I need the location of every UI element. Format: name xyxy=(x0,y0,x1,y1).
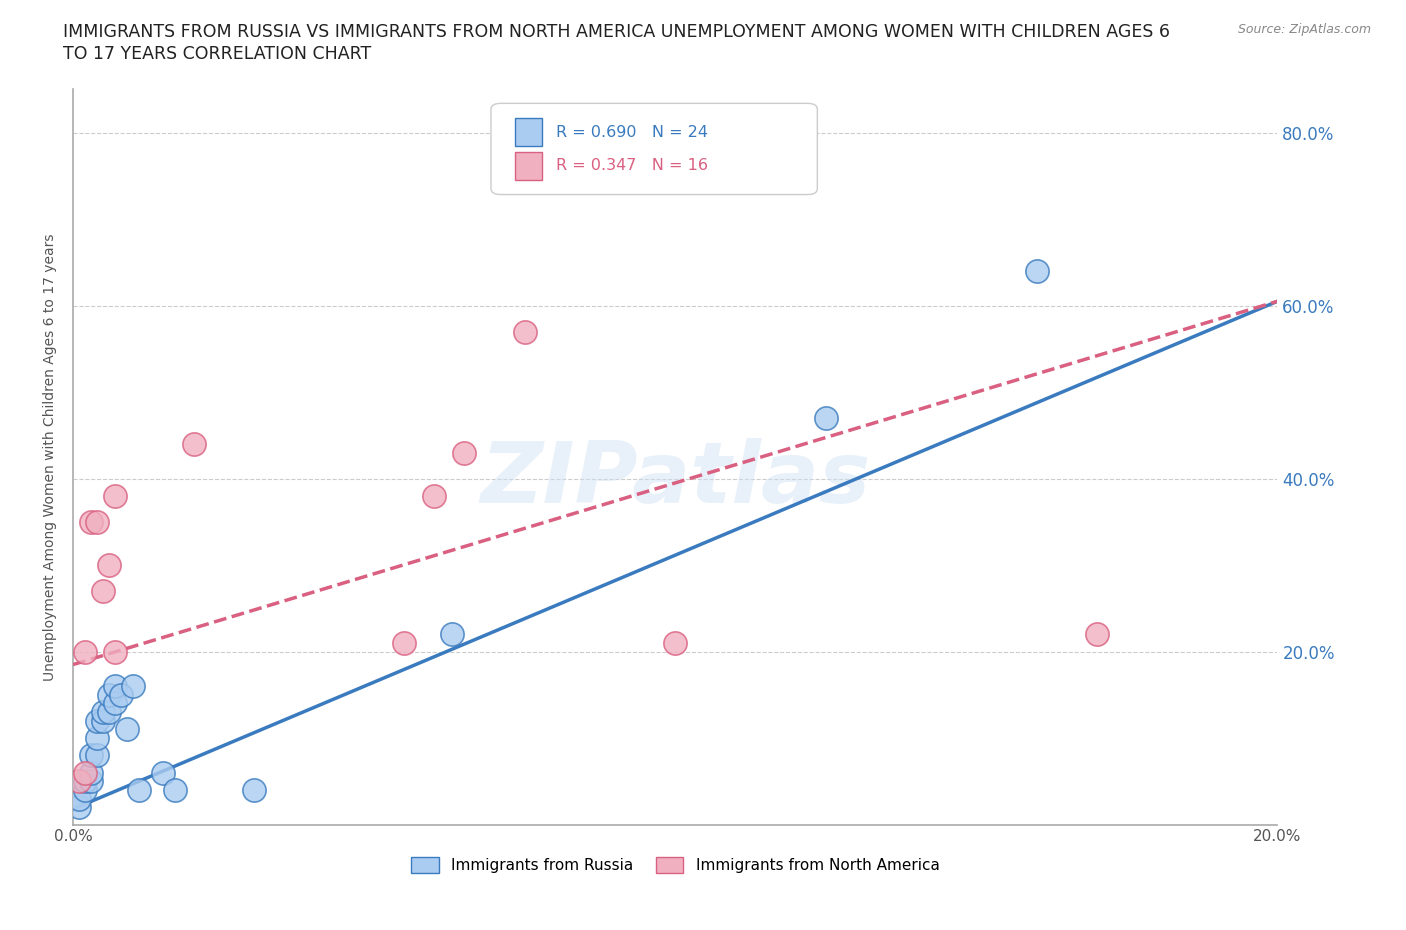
Point xyxy=(75,782,97,797)
Text: Source: ZipAtlas.com: Source: ZipAtlas.com xyxy=(1237,23,1371,36)
Point xyxy=(80,765,103,780)
Point xyxy=(183,436,205,451)
Point xyxy=(104,679,127,694)
Point xyxy=(104,644,127,659)
Point xyxy=(80,774,103,789)
Point xyxy=(453,445,475,460)
Point xyxy=(117,722,139,737)
Point xyxy=(394,635,416,650)
Point xyxy=(91,713,114,728)
Point xyxy=(110,687,132,702)
Bar xyxy=(515,118,541,146)
Point xyxy=(67,774,90,789)
Point xyxy=(98,705,121,720)
Bar xyxy=(515,152,541,179)
Point xyxy=(152,765,174,780)
Point xyxy=(67,791,90,806)
Legend: Immigrants from Russia, Immigrants from North America: Immigrants from Russia, Immigrants from … xyxy=(405,851,946,880)
Point xyxy=(86,731,108,746)
Point xyxy=(423,488,446,503)
Point xyxy=(75,774,97,789)
Point xyxy=(104,488,127,503)
Y-axis label: Unemployment Among Women with Children Ages 6 to 17 years: Unemployment Among Women with Children A… xyxy=(44,233,58,681)
Point xyxy=(242,782,264,797)
Point xyxy=(86,748,108,763)
Text: IMMIGRANTS FROM RUSSIA VS IMMIGRANTS FROM NORTH AMERICA UNEMPLOYMENT AMONG WOMEN: IMMIGRANTS FROM RUSSIA VS IMMIGRANTS FRO… xyxy=(63,23,1170,41)
Point xyxy=(128,782,150,797)
Point xyxy=(86,713,108,728)
Point xyxy=(165,782,187,797)
FancyBboxPatch shape xyxy=(491,103,817,194)
Point xyxy=(104,696,127,711)
Point xyxy=(98,558,121,573)
Point xyxy=(91,705,114,720)
Point xyxy=(75,644,97,659)
Point xyxy=(814,411,837,426)
Point xyxy=(1025,263,1047,278)
Point xyxy=(664,635,686,650)
Point xyxy=(98,687,121,702)
Text: R = 0.690   N = 24: R = 0.690 N = 24 xyxy=(555,125,709,140)
Point xyxy=(441,627,464,642)
Point xyxy=(86,514,108,529)
Text: ZIPatlas: ZIPatlas xyxy=(479,437,870,521)
Point xyxy=(91,584,114,599)
Point xyxy=(67,800,90,815)
Point xyxy=(80,514,103,529)
Point xyxy=(75,765,97,780)
Point xyxy=(513,325,536,339)
Point xyxy=(122,679,145,694)
Point xyxy=(1085,627,1108,642)
Text: TO 17 YEARS CORRELATION CHART: TO 17 YEARS CORRELATION CHART xyxy=(63,45,371,62)
Text: R = 0.347   N = 16: R = 0.347 N = 16 xyxy=(555,158,709,173)
Point xyxy=(80,748,103,763)
